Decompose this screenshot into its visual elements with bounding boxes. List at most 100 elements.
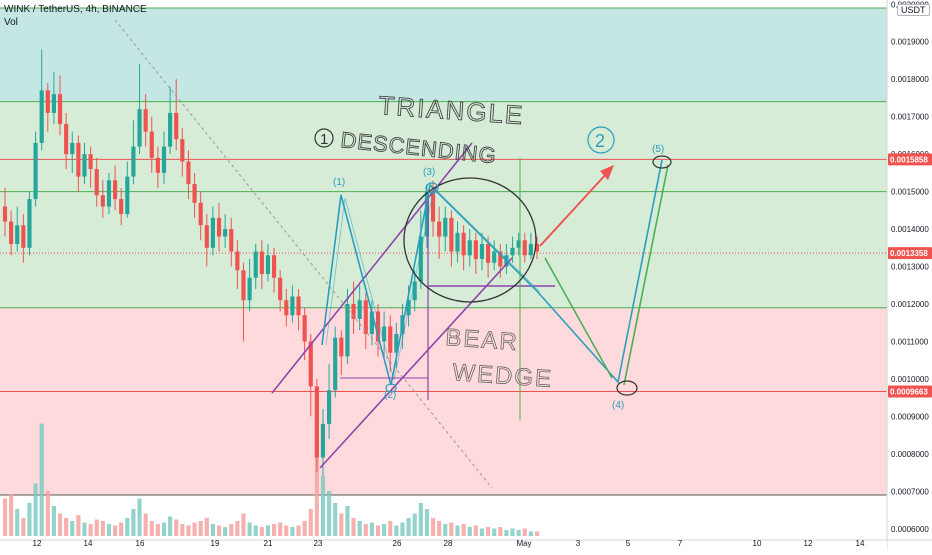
volume-bar <box>443 524 448 536</box>
volume-bar <box>357 521 362 536</box>
candle-body <box>241 270 246 301</box>
volume-bar <box>253 525 258 536</box>
candle-body <box>204 225 209 248</box>
volume-bar <box>125 518 130 536</box>
background-zones <box>0 7 887 496</box>
candle-body <box>33 142 38 200</box>
volume-bar <box>528 531 533 536</box>
volume-bar <box>455 525 460 536</box>
volume-bar <box>51 506 56 536</box>
time-tick-label: 10 <box>753 539 762 548</box>
volume-bar <box>210 524 215 536</box>
volume-bar <box>516 530 521 536</box>
price-badge-label: 0.0015858 <box>890 155 928 164</box>
volume-bar <box>174 519 179 536</box>
currency-badge[interactable]: USDT <box>897 4 930 16</box>
price-badge-label: 0.0013358 <box>890 249 928 258</box>
volume-bar <box>308 509 313 536</box>
time-tick-label: 3 <box>576 539 581 548</box>
volume-bar <box>492 528 497 536</box>
volume-bars <box>2 423 540 536</box>
candle-body <box>498 251 503 267</box>
volume-bar <box>534 531 540 536</box>
price-tick-label: 0.0011000 <box>891 337 929 346</box>
elliott-wave-shadow <box>325 187 541 381</box>
volume-bar <box>302 521 307 536</box>
volume-bar <box>235 521 240 536</box>
price-tick-label: 0.0018000 <box>891 75 929 84</box>
volume-bar <box>161 522 167 536</box>
volume-bar <box>33 483 38 536</box>
volume-bar <box>510 528 515 536</box>
triangle-circle <box>403 177 537 303</box>
volume-bar <box>198 521 203 536</box>
candle-body <box>412 281 417 301</box>
volume-bar <box>131 509 136 536</box>
candle-body <box>119 199 124 215</box>
wave-label-1: (1) <box>333 177 345 188</box>
circled-two-text: 2 <box>595 131 605 151</box>
candle-body <box>320 423 326 458</box>
candle-body <box>394 333 399 353</box>
volume-bar <box>112 525 118 536</box>
candle-body <box>302 315 307 342</box>
price-tick-label: 0.0012000 <box>891 300 929 309</box>
volume-bar <box>412 513 417 536</box>
volume-bar <box>467 527 472 536</box>
volume-bar <box>119 522 124 536</box>
time-tick-label: May <box>516 539 531 548</box>
candle-body <box>308 341 313 387</box>
projection-arrow-head <box>600 165 614 180</box>
circle-wave-2 <box>385 383 397 393</box>
candle-body <box>473 240 478 260</box>
candle-body <box>70 142 75 155</box>
volume-bar <box>345 506 350 536</box>
candle-body <box>369 311 374 334</box>
candle-body <box>174 112 179 140</box>
candle-body <box>88 154 93 170</box>
candle-body <box>333 337 338 391</box>
volume-bar <box>473 525 478 536</box>
volume-bar <box>259 527 264 536</box>
candle-body <box>290 296 295 316</box>
time-tick-label: 12 <box>804 539 813 548</box>
volume-bar <box>333 503 338 536</box>
candle-body <box>382 326 387 342</box>
circled-one-text: 1 <box>320 131 328 148</box>
volume-bar <box>76 515 81 536</box>
candle-body <box>112 180 118 200</box>
wave-label-3: (3) <box>423 167 435 178</box>
volume-bar <box>424 509 430 536</box>
volume-bar <box>388 521 393 536</box>
price-axis[interactable]: 0.0006000 0.0007000 0.0008000 0.0009000 0.00… <box>886 0 932 550</box>
wave-label-2: (2) <box>384 390 396 401</box>
volume-bar <box>296 525 301 536</box>
candle-body <box>235 251 240 271</box>
candle-body <box>94 169 99 196</box>
candle-body <box>437 221 442 237</box>
candle-body <box>21 225 26 248</box>
candle-body <box>100 195 105 207</box>
price-tick-label: 0.0014000 <box>891 225 929 234</box>
volume-bar <box>57 513 63 536</box>
circle-wave-5 <box>652 155 672 169</box>
elliott-wave-path <box>321 159 663 386</box>
time-tick-label: 5 <box>626 539 631 548</box>
candle-body <box>45 90 50 113</box>
volume-bar <box>204 518 209 536</box>
volume-bar <box>192 522 197 536</box>
candle-body <box>253 251 258 278</box>
candle-body <box>155 157 160 173</box>
candle-body <box>522 240 527 256</box>
volume-bar <box>290 527 295 536</box>
wave-label-5: (5) <box>652 144 664 155</box>
volume-bar <box>498 527 503 536</box>
volume-bar <box>9 494 14 536</box>
time-axis[interactable]: 12 14 16 19 21 23 26 28 May 3 5 7 10 12 14 <box>0 539 932 550</box>
volume-bar <box>70 521 75 536</box>
candle-body <box>284 300 289 316</box>
time-tick-label: 7 <box>678 539 683 548</box>
volume-bar <box>278 522 283 536</box>
